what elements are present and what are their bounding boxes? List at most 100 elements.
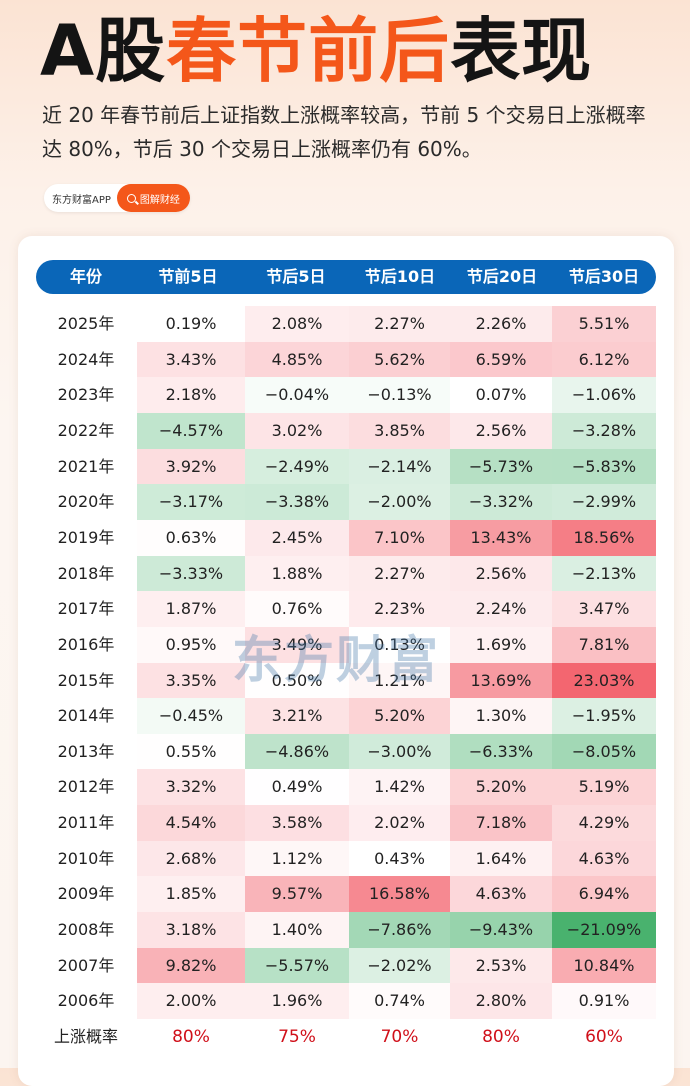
value-cell: 0.55% — [137, 733, 245, 770]
value-cell: −5.57% — [245, 947, 349, 984]
value-cell: −0.13% — [349, 377, 450, 414]
value-cell: 7.18% — [450, 805, 552, 842]
value-cell: 4.29% — [552, 805, 656, 842]
value-cell: 9.57% — [245, 876, 349, 913]
table-row: 2014年 −0.45% 3.21% 5.20% 1.30% −1.95% — [18, 698, 674, 735]
year-label: 2021年 — [57, 456, 115, 476]
table-row: 2015年 3.35% 0.50% 1.21% 13.69% 23.03% — [18, 662, 674, 699]
value-cell: 9.82% — [137, 947, 245, 984]
table-row: 2007年 9.82% −5.57% −2.02% 2.53% 10.84% — [18, 947, 674, 984]
value-cell: 1.88% — [245, 555, 349, 592]
value-cell: 2.08% — [245, 306, 349, 342]
year-label: 2012年 — [57, 777, 115, 797]
value-cell: 0.49% — [245, 769, 349, 806]
value-cell: 0.43% — [349, 840, 450, 877]
year-label: 2020年 — [57, 492, 115, 512]
value-cell: 2.80% — [450, 983, 552, 1020]
value-cell: 2.53% — [450, 947, 552, 984]
column-header: 节后10日 — [364, 267, 436, 286]
value-cell: 5.51% — [552, 306, 656, 342]
table-header: 年份 节前5日 节后5日 节后10日 节后20日 节后30日 — [36, 260, 656, 294]
tag-label: 图解财经 — [139, 194, 180, 206]
probability-value: 60% — [585, 1027, 623, 1047]
year-label: 2014年 — [57, 706, 115, 726]
value-cell: −1.95% — [552, 698, 656, 735]
value-cell: 2.68% — [137, 840, 245, 877]
page-title: A股春节前后表现 — [40, 6, 592, 96]
value-cell: −2.99% — [552, 484, 656, 521]
value-cell: −8.05% — [552, 733, 656, 770]
value-cell: 2.56% — [450, 412, 552, 449]
table-row: 2023年 2.18% −0.04% −0.13% 0.07% −1.06% — [18, 377, 674, 414]
column-header: 节后5日 — [266, 267, 326, 286]
value-cell: 0.50% — [245, 662, 349, 699]
title-prefix: A股 — [40, 10, 167, 92]
value-cell: 13.69% — [450, 662, 552, 699]
table-row: 2024年 3.43% 4.85% 5.62% 6.59% 6.12% — [18, 341, 674, 378]
probability-label: 上涨概率 — [53, 1027, 118, 1046]
year-label: 2013年 — [57, 741, 115, 761]
value-cell: 2.56% — [450, 555, 552, 592]
table-row: 2025年 0.19% 2.08% 2.27% 2.26% 5.51% — [18, 306, 674, 342]
value-cell: −6.33% — [450, 733, 552, 770]
value-cell: 1.12% — [245, 840, 349, 877]
subtitle: 近 20 年春节前后上证指数上涨概率较高，节前 5 个交易日上涨概率达 80%，… — [42, 103, 646, 161]
value-cell: 3.18% — [137, 912, 245, 949]
value-cell: 1.96% — [245, 983, 349, 1020]
value-cell: −4.57% — [137, 412, 245, 449]
value-cell: −2.02% — [349, 947, 450, 984]
value-cell: 4.85% — [245, 341, 349, 378]
probability-value: 80% — [172, 1027, 210, 1047]
value-cell: 2.23% — [349, 591, 450, 628]
probability-value: 70% — [380, 1027, 419, 1047]
value-cell: 0.13% — [349, 626, 450, 663]
search-icon — [126, 193, 136, 203]
value-cell: 2.27% — [349, 306, 450, 342]
value-cell: 0.95% — [137, 626, 245, 663]
value-cell: −5.73% — [450, 448, 552, 485]
table-row: 2012年 3.32% 0.49% 1.42% 5.20% 5.19% — [18, 769, 674, 806]
value-cell: 1.40% — [245, 912, 349, 949]
value-cell: 0.63% — [137, 519, 245, 556]
value-cell: 0.91% — [552, 983, 656, 1020]
value-cell: 2.00% — [137, 983, 245, 1020]
table-row: 2006年 2.00% 1.96% 0.74% 2.80% 0.91% — [18, 983, 674, 1020]
value-cell: 3.49% — [245, 626, 349, 663]
value-cell: −9.43% — [450, 912, 552, 949]
title-suffix: 表现 — [450, 10, 593, 92]
value-cell: 6.94% — [552, 876, 656, 913]
year-label: 2015年 — [57, 670, 115, 690]
value-cell: 5.62% — [349, 341, 450, 378]
table-row: 2010年 2.68% 1.12% 0.43% 1.64% 4.63% — [18, 840, 674, 877]
value-cell: −3.38% — [245, 484, 349, 521]
value-cell: 6.12% — [552, 341, 656, 378]
data-table-card: 年份 节前5日 节后5日 节后10日 节后20日 节后30日 2025年 0.19% 2.08… — [18, 236, 674, 1086]
value-cell: 10.84% — [552, 947, 656, 984]
value-cell: 2.18% — [137, 377, 245, 414]
table-row: 2016年 0.95% 3.49% 0.13% 1.69% 7.81% — [18, 626, 674, 663]
year-label: 2019年 — [57, 527, 115, 547]
value-cell: 3.43% — [137, 341, 245, 378]
column-header: 节前5日 — [158, 267, 218, 286]
value-cell: 2.24% — [450, 591, 552, 628]
value-cell: 0.74% — [349, 983, 450, 1020]
source-badge: 东方财富APP 图解财经 — [44, 184, 190, 212]
year-label: 2011年 — [57, 813, 115, 833]
value-cell: 13.43% — [450, 519, 552, 556]
table-row: 2021年 3.92% −2.49% −2.14% −5.73% −5.83% — [18, 448, 674, 485]
table-row: 2009年 1.85% 9.57% 16.58% 4.63% 6.94% — [18, 876, 674, 913]
value-cell: −3.28% — [552, 412, 656, 449]
value-cell: 2.27% — [349, 555, 450, 592]
value-cell: 1.87% — [137, 591, 245, 628]
table-row: 2008年 3.18% 1.40% −7.86% −9.43% −21.09% — [18, 912, 674, 949]
value-cell: 1.42% — [349, 769, 450, 806]
value-cell: −1.06% — [552, 377, 656, 414]
value-cell: −5.83% — [552, 448, 656, 485]
table-row: 2019年 0.63% 2.45% 7.10% 13.43% 18.56% — [18, 519, 674, 556]
tag-button[interactable]: 图解财经 — [116, 184, 190, 212]
year-label: 2008年 — [57, 920, 115, 940]
value-cell: 5.19% — [552, 769, 656, 806]
year-label: 2010年 — [57, 848, 115, 868]
value-cell: 1.30% — [450, 698, 552, 735]
value-cell: 0.19% — [137, 306, 245, 342]
